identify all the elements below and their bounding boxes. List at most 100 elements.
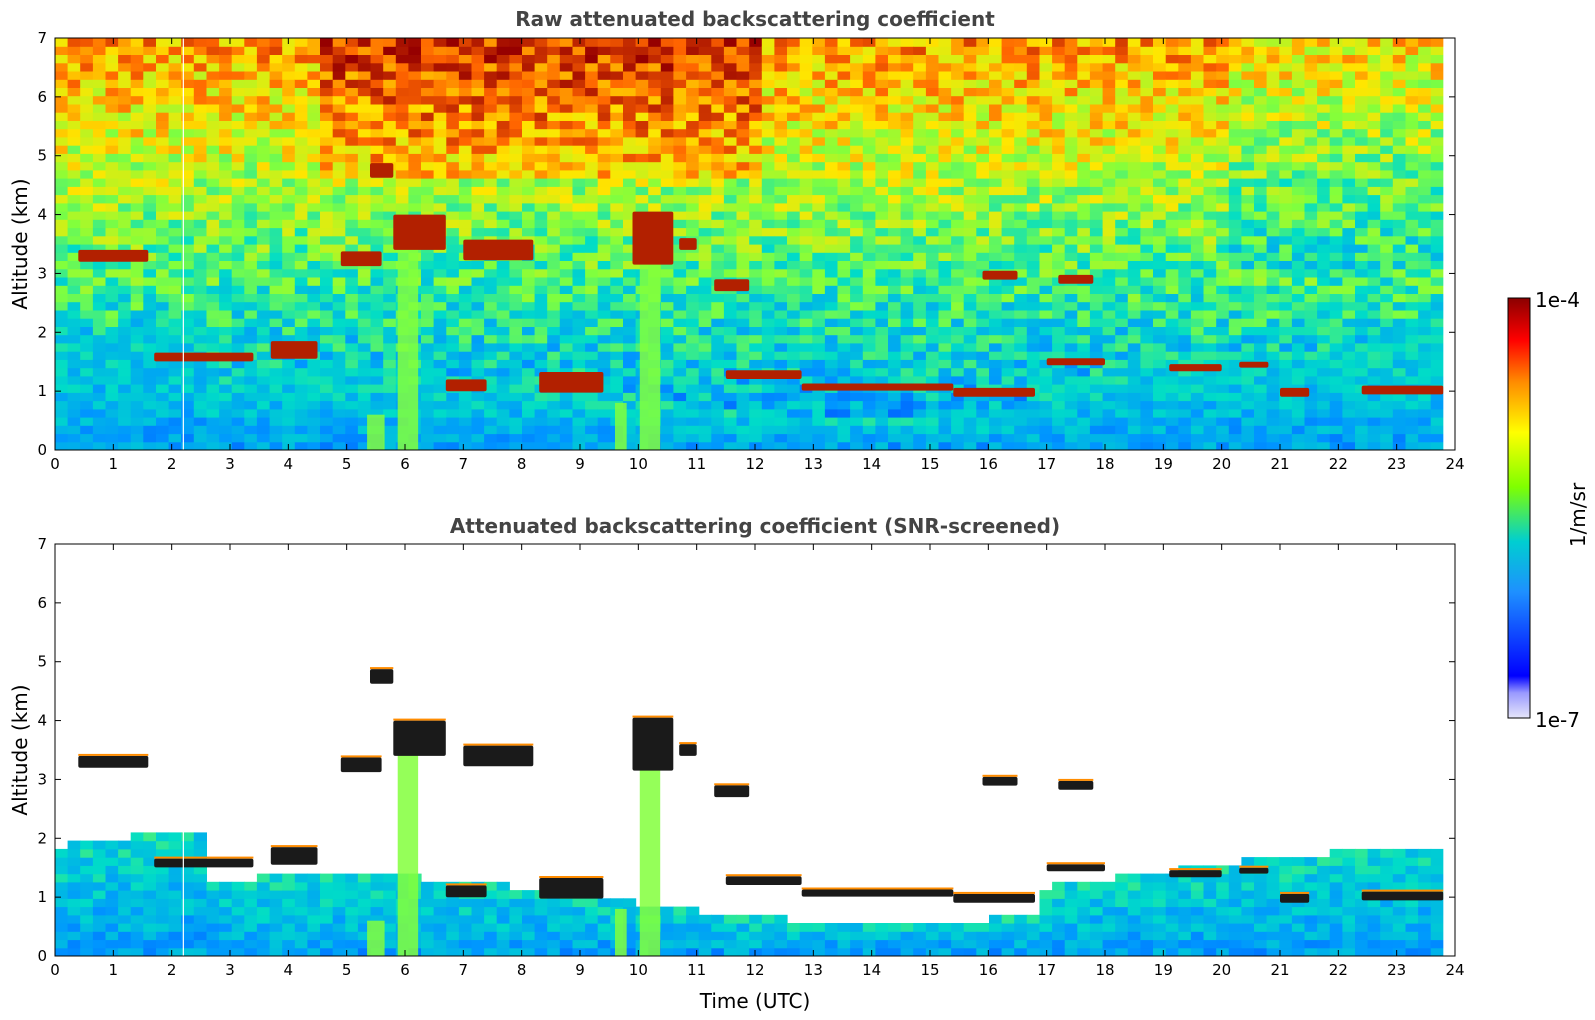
heatmap-screened: [55, 544, 1455, 956]
heatmap-cells: [55, 38, 1444, 450]
x-tick-label: 0: [50, 455, 60, 473]
aerosol-plume: [615, 908, 627, 956]
x-tick-label: 6: [400, 455, 410, 473]
panel-screened: Attenuated backscattering coefficient (S…: [8, 514, 1465, 1013]
aerosol-plume: [615, 402, 627, 450]
cloud-layer-edge: [1280, 891, 1310, 894]
cloud-layer: [1046, 358, 1105, 366]
axis-ticks-raw: 0 1 2 3 4 5 6 7 8 9 10 11 12 13 14 15 16 17 18 19 20 21 22 23 24…: [37, 29, 1464, 473]
cloud-layer-edge: [679, 742, 697, 745]
y-tick-label: 6: [37, 594, 47, 612]
y-tick-label: 2: [37, 323, 47, 341]
colorbar-unit-label: 1/m/sr: [1566, 482, 1590, 547]
y-tick-label: 4: [37, 712, 47, 730]
x-tick-label: 9: [575, 961, 585, 979]
cloud-layer: [463, 745, 534, 767]
x-tick-label: 20: [1212, 455, 1231, 473]
x-tick-label: 22: [1329, 961, 1348, 979]
x-tick-label: 5: [342, 455, 352, 473]
cloud-layer-edge: [445, 883, 487, 886]
cloud-layer: [801, 889, 954, 897]
cloud-layer: [154, 858, 254, 868]
cloud-layer-edge: [953, 891, 1035, 894]
cloud-layer-edge: [1239, 865, 1269, 868]
cloud-layer-edge: [340, 755, 382, 758]
heatmap-raw: [55, 38, 1455, 450]
no-data-region: [1443, 38, 1455, 450]
cloud-layer: [1239, 361, 1269, 368]
x-tick-label: 1: [109, 455, 119, 473]
cloud-layer: [340, 251, 382, 267]
cloud-layer: [679, 238, 697, 250]
x-tick-label: 10: [629, 455, 648, 473]
y-tick-label: 0: [37, 947, 47, 965]
cloud-layer: [982, 270, 1018, 280]
x-axis-label: Time (UTC): [699, 989, 811, 1013]
y-tick-label: 4: [37, 206, 47, 224]
cloud-layer-edge: [1046, 862, 1105, 865]
x-tick-label: 19: [1154, 455, 1173, 473]
colorbar-gradient: [1507, 297, 1531, 719]
x-tick-label: 3: [225, 455, 235, 473]
cloud-layer-edge: [632, 715, 674, 718]
cloud-layer: [632, 211, 674, 265]
no-data-region: [1443, 544, 1455, 956]
x-tick-label: 21: [1270, 961, 1289, 979]
cloud-layer: [78, 755, 149, 768]
x-tick-label: 10: [629, 961, 648, 979]
cloud-layer: [539, 878, 604, 899]
x-tick-label: 23: [1387, 961, 1406, 979]
cloud-layer: [982, 776, 1018, 786]
x-tick-label: 8: [517, 961, 527, 979]
y-tick-label: 7: [37, 535, 47, 553]
cloud-layer: [270, 341, 318, 359]
cloud-layer: [370, 163, 394, 178]
colorbar-min-label: 1e-7: [1535, 708, 1580, 732]
x-tick-label: 6: [400, 961, 410, 979]
x-tick-label: 1: [109, 961, 119, 979]
cloud-layer: [463, 239, 534, 261]
x-tick-label: 18: [1095, 455, 1114, 473]
axis-ticks-screened: 0 1 2 3 4 5 6 7 8 9 10 11 12 13 14 15 16 17 18 19 20 21 22 23 24…: [37, 535, 1464, 979]
aerosol-plume: [397, 244, 419, 450]
x-tick-label: 2: [167, 961, 177, 979]
cloud-layer-edge: [982, 774, 1018, 777]
y-tick-label: 6: [37, 88, 47, 106]
cloud-layer: [445, 379, 487, 392]
cloud-layer-edge: [801, 887, 954, 890]
cloud-layer: [1280, 387, 1310, 397]
x-tick-label: 11: [687, 961, 706, 979]
y-axis-label-screened: Altitude (km): [8, 684, 32, 815]
cloud-layer: [370, 669, 394, 684]
cloud-layer: [1169, 870, 1222, 878]
cloud-layer: [953, 387, 1035, 397]
cloud-layer: [714, 785, 750, 798]
x-tick-label: 5: [342, 961, 352, 979]
cloud-layer-edge: [1058, 778, 1094, 781]
heatmap-cells: [55, 832, 1444, 956]
chart-title-raw: Raw attenuated backscattering coefficien…: [515, 7, 995, 31]
aerosol-plume: [397, 750, 419, 956]
cloud-layer: [725, 876, 802, 885]
aerosol-plume: [367, 920, 385, 956]
y-tick-label: 5: [37, 147, 47, 165]
x-tick-label: 22: [1329, 455, 1348, 473]
x-tick-label: 14: [862, 455, 881, 473]
cloud-layer-edge: [725, 874, 802, 877]
x-tick-label: 15: [920, 961, 939, 979]
cloud-layer: [154, 352, 254, 362]
cloud-layer: [1361, 891, 1444, 901]
chart-title-screened: Attenuated backscattering coefficient (S…: [450, 514, 1060, 538]
x-tick-label: 9: [575, 455, 585, 473]
y-tick-label: 3: [37, 770, 47, 788]
x-tick-label: 3: [225, 961, 235, 979]
cloud-layer-edge: [270, 845, 318, 848]
cloud-layer: [270, 847, 318, 865]
cloud-layer: [1046, 864, 1105, 872]
cloud-layer: [1058, 274, 1094, 284]
cloud-layer: [1058, 780, 1094, 790]
x-tick-label: 15: [920, 455, 939, 473]
cloud-layer: [632, 717, 674, 771]
cloud-layer-edge: [370, 667, 394, 670]
cloud-layer: [1239, 867, 1269, 874]
